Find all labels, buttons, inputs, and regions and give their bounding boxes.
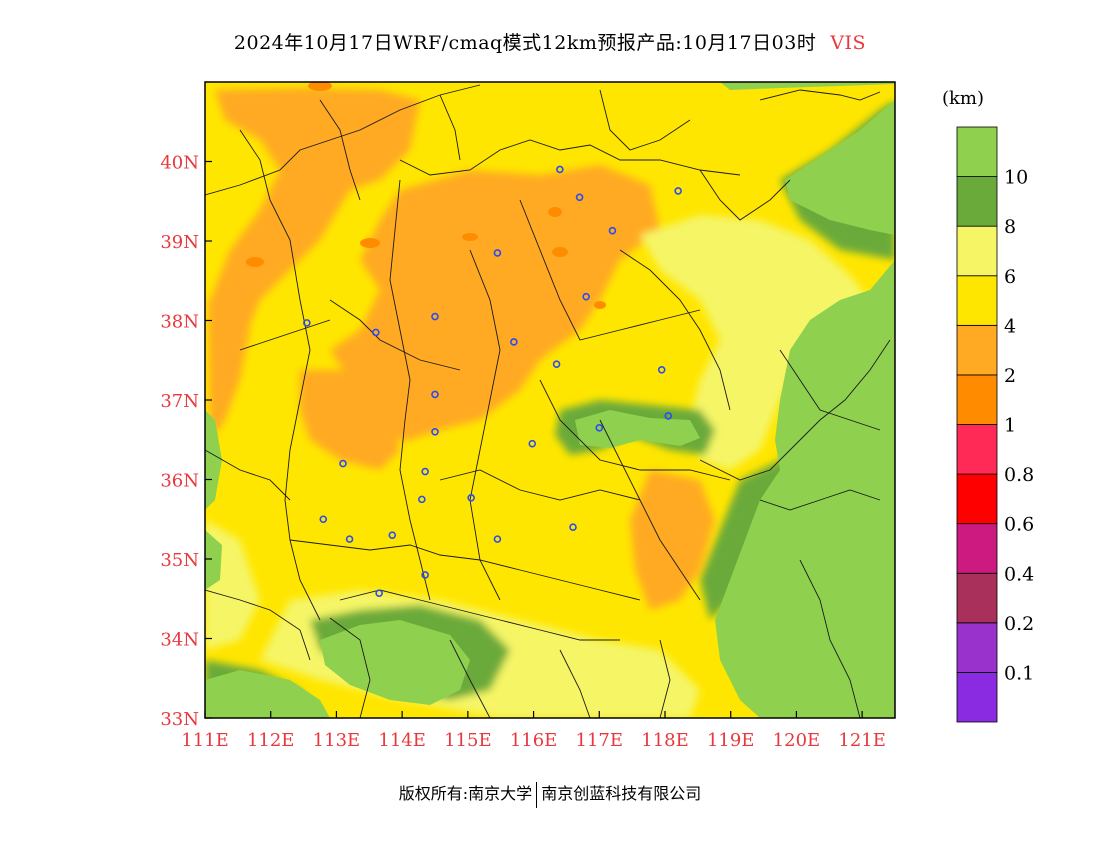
- station-marker: [608, 226, 617, 235]
- station-marker: [493, 535, 502, 543]
- y-axis: 33N 34N 35N 36N 37N 38N 39N 40N: [160, 153, 212, 730]
- station-marker: [595, 424, 604, 432]
- map-title: 2024年10月17日WRF/cmaq模式12km预报产品:10月17日03时 V…: [0, 28, 1100, 55]
- x-axis: 111E 112E 113E 114E 115E 116E 117E 118E 119E 120E…: [181, 711, 886, 751]
- region-northwest-haze: [210, 88, 420, 400]
- footer-separator: [536, 781, 538, 808]
- y-tick-label: 38N: [160, 312, 199, 333]
- station-marker: [575, 193, 584, 202]
- legend-tick-label: 0.4: [1004, 563, 1034, 585]
- region-north-central-haze: [330, 165, 660, 440]
- station-marker: [467, 493, 475, 502]
- station-markers: [303, 165, 682, 597]
- legend-swatch: [956, 324, 998, 376]
- legend-tick-label: 0.1: [1004, 662, 1034, 684]
- x-tick-label: 120E: [773, 730, 821, 751]
- station-marker: [372, 328, 380, 337]
- region-southwest-clear: [205, 670, 330, 718]
- legend-tick-label: 10: [1004, 167, 1028, 189]
- legend-tick-label: 1: [1004, 415, 1016, 437]
- legend-tick-label: 0.8: [1004, 464, 1034, 486]
- field-layer: [205, 82, 895, 718]
- legend-tick-label: 0.6: [1004, 514, 1034, 536]
- admin-boundaries: [205, 84, 891, 718]
- station-marker: [582, 292, 590, 301]
- variable-name: VIS: [830, 32, 867, 54]
- y-tick-label: 40N: [160, 153, 199, 174]
- legend-swatch: [956, 622, 998, 673]
- legend-swatch: [956, 672, 998, 723]
- legend-tick-label: 4: [1004, 315, 1016, 337]
- title-text: 2024年10月17日WRF/cmaq模式12km预报产品:10月17日03时: [233, 32, 817, 54]
- legend-unit: (km): [942, 88, 985, 109]
- region-east-light: [640, 215, 870, 470]
- station-marker: [418, 495, 426, 504]
- footer: 版权所有:南京大学 南京创蓝科技有限公司: [0, 780, 1100, 808]
- legend-swatch: [956, 374, 998, 425]
- region-west-clear-2: [205, 530, 222, 590]
- region-south-clear: [320, 620, 470, 705]
- x-tick-label: 114E: [378, 730, 426, 751]
- region-central-haze: [300, 370, 400, 470]
- x-tick-label: 111E: [181, 730, 229, 751]
- station-marker: [657, 365, 666, 374]
- station-marker: [552, 360, 561, 369]
- legend: 0.1 0.2 0.4 0.6 0.8 1 2 4 6 8 10: [956, 126, 1034, 723]
- station-marker: [431, 427, 439, 436]
- legend-tick-label: 0.2: [1004, 613, 1034, 635]
- legend-tick-label: 8: [1004, 216, 1016, 238]
- station-marker: [431, 390, 439, 399]
- legend-swatch: [956, 275, 998, 326]
- region-east-coast: [715, 260, 895, 718]
- y-tick-label: 34N: [160, 630, 199, 651]
- station-marker: [375, 589, 383, 597]
- station-marker: [303, 319, 311, 327]
- region-low-vis-spots: [246, 82, 606, 309]
- station-marker: [431, 312, 439, 321]
- station-marker: [345, 535, 354, 543]
- y-tick-label: 35N: [160, 550, 199, 571]
- x-tick-label: 116E: [510, 730, 558, 751]
- station-marker: [528, 439, 537, 448]
- region-bohai-sea-inner: [800, 110, 895, 225]
- station-marker: [319, 515, 328, 524]
- legend-swatch: [956, 473, 998, 525]
- station-marker: [339, 459, 347, 468]
- region-west-clear: [205, 410, 222, 510]
- station-marker: [493, 249, 502, 257]
- x-tick-label: 118E: [641, 730, 689, 751]
- station-marker: [388, 531, 397, 539]
- legend-tick-label: 2: [1004, 365, 1016, 387]
- station-marker: [556, 165, 564, 174]
- x-tick-label: 115E: [444, 730, 492, 751]
- station-marker: [664, 412, 673, 420]
- legend-tick-label: 6: [1004, 266, 1016, 288]
- y-tick-label: 39N: [160, 232, 199, 253]
- station-marker: [421, 571, 429, 579]
- legend-swatch: [956, 424, 998, 475]
- station-marker: [510, 338, 518, 346]
- footer-copyright: 版权所有:南京大学: [398, 784, 533, 803]
- y-tick-label: 33N: [160, 709, 199, 730]
- station-marker: [421, 467, 429, 476]
- x-tick-label: 113E: [313, 730, 361, 751]
- legend-swatch: [956, 176, 998, 227]
- footer-company: 南京创蓝科技有限公司: [541, 784, 702, 803]
- y-tick-label: 37N: [160, 391, 199, 412]
- legend-swatch: [956, 225, 998, 277]
- y-tick-label: 36N: [160, 471, 199, 492]
- legend-swatch: [956, 523, 998, 574]
- x-tick-label: 119E: [707, 730, 755, 751]
- x-tick-label: 112E: [247, 730, 295, 751]
- legend-swatch: [956, 572, 998, 624]
- x-tick-label: 117E: [576, 730, 624, 751]
- region-shandong-haze: [630, 470, 715, 610]
- region-west-strip-haze: [208, 290, 250, 440]
- station-marker: [674, 187, 682, 195]
- legend-swatch: [956, 126, 998, 177]
- station-marker: [569, 523, 577, 532]
- x-tick-label: 121E: [838, 730, 886, 751]
